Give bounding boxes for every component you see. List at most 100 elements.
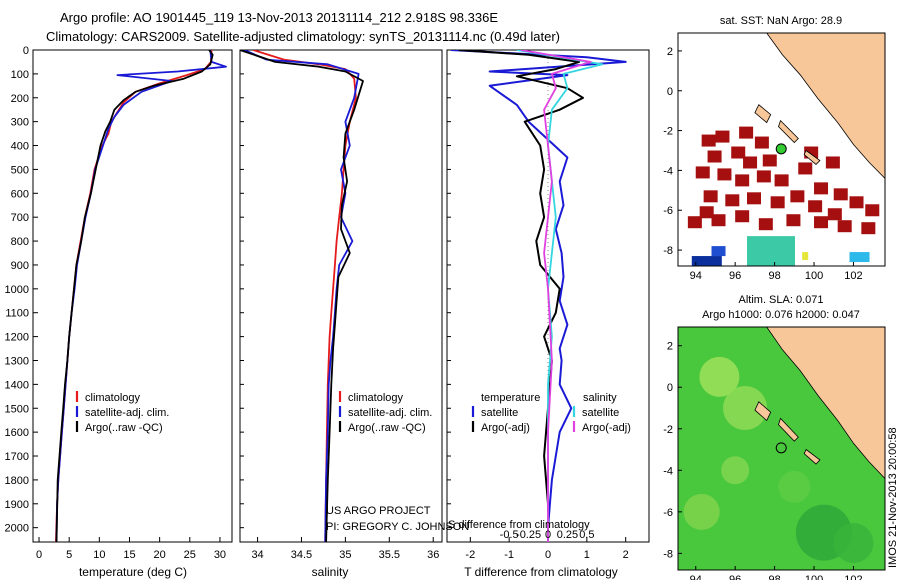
sla-map-lon-label: 102 [844,574,862,580]
depth-tick-label: 1500 [5,403,29,415]
sla-map-subtitle: Argo h1000: 0.076 h2000: 0.047 [702,309,860,321]
sst-cell [739,126,754,139]
sst-map-lat-label: -2 [663,126,673,138]
sst-cell [814,216,829,229]
sst-cell [687,216,702,229]
figure-subtitle: Climatology: CARS2009. Satellite-adjuste… [46,29,560,44]
sla-anomaly-blob [723,386,768,430]
sst-map-land-island [803,149,821,165]
sst-cell [735,174,750,187]
sst-map-lon-label: 96 [729,270,741,282]
sst-cell [715,130,730,143]
sst-map-land [766,33,885,179]
salinity-legend-label: climatology [348,392,404,404]
t-difference-label: T difference from climatology [464,565,618,579]
sst-cell-yellow [802,252,809,261]
salinity-panel: 34 34.5 35 35.5 36 salinity climatology satel… [239,49,469,579]
footer-stamp: IMOS 21-Nov-2013 20:00:58 [887,427,899,568]
difference-x-tick-label: -2 [465,549,475,561]
sla-anomaly-blob [833,523,874,563]
sla-map-lat-label: -2 [663,424,673,436]
salinity-diff-tick-label: 0.25 [557,529,578,541]
depth-tick-label: 1300 [5,355,29,367]
argo-position-marker [775,143,787,155]
sst-cell [774,174,789,187]
sst-cell [743,156,758,169]
temperature-legend-label: Argo(..raw -QC) [85,422,163,434]
depth-tick-label: 0 [23,45,29,57]
sst-cell [725,194,740,207]
salinity-diff-tick-label: 0.5 [579,529,594,541]
difference-temperature-legend-label: Argo(-adj) [481,422,530,434]
temperature-line-0 [55,50,213,542]
sst-cell-lightblue [849,252,870,263]
difference-x-tick-label: 2 [623,549,629,561]
temperature-x-tick-label: 10 [93,549,105,561]
depth-tick-label: 1700 [5,451,29,463]
depth-tick-label: 500 [11,164,29,176]
temperature-legend-title: temperature [481,392,540,404]
sst-cell [833,188,848,201]
depth-tick-label: 1100 [5,308,29,320]
sla-map-lat-label: -8 [663,548,673,560]
sla-map-lon-label: 94 [690,574,702,580]
sst-map-lon-label: 100 [805,270,823,282]
salinity-x-tick-label: 35.5 [379,549,400,561]
sla-map-land-island [754,401,772,422]
depth-tick-label: 600 [11,188,29,200]
sla-map-lat-label: -4 [663,465,673,477]
sst-map-lon-label: 94 [690,270,702,282]
depth-tick-label: 1900 [5,499,29,511]
argo-position-marker-sla [775,442,787,454]
pi-label: PI: GREGORY C. JOHNSON [326,521,469,533]
sst-map-lat-label: 0 [667,86,673,98]
sla-anomaly-blob [683,493,720,530]
temperature-x-tick-label: 5 [66,549,72,561]
temperature-x-tick-label: 30 [214,549,226,561]
sst-cell [707,150,722,163]
depth-tick-label: 400 [11,141,29,153]
sst-cell [825,156,840,169]
sst-cell [695,166,710,179]
sst-cell [735,210,750,223]
sst-cell [790,190,805,203]
salinity-diff-tick-label: -0.5 [500,529,519,541]
difference-x-tick-label: 0 [545,549,551,561]
difference-line-0 [450,50,627,542]
sla-map-land-island [803,448,821,465]
sst-map-title: sat. SST: NaN Argo: 28.9 [720,15,842,27]
sst-cell [747,192,761,205]
salinity-line-2 [240,50,364,542]
sst-map-panel: sat. SST: NaN Argo: 28.9 94 96 98 100 102 -8 -… [663,15,886,282]
temperature-line-1 [55,50,227,542]
sst-map-lat-label: -6 [663,205,673,217]
sst-cell [699,206,714,219]
sla-map-lon-label: 98 [768,574,780,580]
sst-map-land-island [754,104,772,124]
depth-tick-label: 200 [11,93,29,105]
sla-map-lat-label: -6 [663,507,673,519]
sst-cell [762,154,777,167]
sla-map-lat-label: 0 [667,382,673,394]
sst-cell [865,204,880,217]
salinity-line-1 [244,50,360,542]
sst-cell-cyan [747,236,795,266]
sst-cell [808,200,823,213]
sst-cell-blue [711,246,726,257]
s-difference-label: S difference from climatology [448,519,590,531]
difference-x-tick-label: -1 [504,549,514,561]
temperature-x-label: temperature (deg C) [79,565,187,579]
temperature-x-tick-label: 20 [154,549,166,561]
salinity-legend-title: salinity [583,392,617,404]
sla-map-lon-label: 100 [805,574,823,580]
sst-cell [711,214,726,227]
sst-map-lat-label: 2 [667,46,673,58]
depth-tick-label: 700 [11,212,29,224]
sst-cell [717,168,732,181]
temperature-x-tick-label: 0 [36,549,42,561]
sla-map-lat-label: 2 [667,341,673,353]
temperature-x-tick-label: 25 [184,549,196,561]
salinity-x-tick-label: 36 [427,549,439,561]
salinity-x-tick-label: 34 [251,549,263,561]
project-label: US ARGO PROJECT [326,505,431,517]
